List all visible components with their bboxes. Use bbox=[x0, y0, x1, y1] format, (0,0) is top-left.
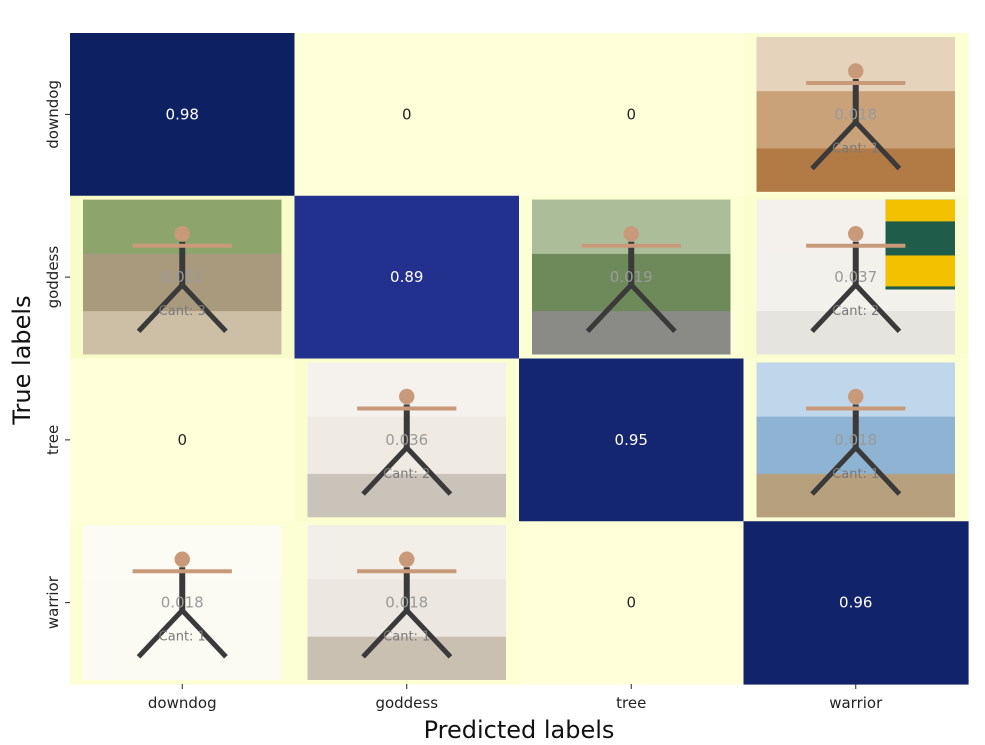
thumbnail-banner-strip bbox=[885, 255, 955, 287]
thumbnail-floor bbox=[756, 311, 955, 355]
x-tick-label: tree bbox=[616, 694, 646, 712]
thumbnail-floor bbox=[307, 473, 506, 518]
cell-value-label: 0.036 bbox=[385, 431, 428, 449]
heatmap-cell bbox=[294, 33, 520, 197]
x-tick-label: goddess bbox=[375, 694, 438, 712]
cell-value-label: 0.018 bbox=[385, 594, 428, 612]
cell-count-label: Cant: 2 bbox=[832, 304, 879, 319]
y-tick-label: downdog bbox=[44, 80, 62, 149]
heatmap-cell bbox=[70, 33, 296, 197]
x-tick-label: downdog bbox=[148, 694, 217, 712]
figure-head bbox=[848, 388, 864, 405]
y-tick-label: goddess bbox=[44, 246, 62, 309]
cell-value-label: 0.89 bbox=[390, 268, 423, 286]
figure-head bbox=[623, 226, 639, 242]
figure-leg bbox=[180, 283, 228, 334]
x-tick-label: warrior bbox=[829, 694, 883, 712]
heatmap-cell bbox=[519, 358, 745, 522]
thumbnail-floor bbox=[756, 473, 955, 518]
y-tick-label: warrior bbox=[44, 575, 62, 629]
x-tick-labels: downdog goddess tree warrior bbox=[148, 684, 883, 712]
heatmap-cell bbox=[70, 358, 296, 522]
cell-value-label: 0 bbox=[626, 594, 636, 612]
cell-value-label: 0 bbox=[626, 105, 636, 123]
figure-head bbox=[174, 551, 190, 568]
cell-count-label: Cant: 1 bbox=[832, 467, 879, 482]
tree-pose-beach-photo bbox=[756, 362, 955, 518]
y-axis-label: True labels bbox=[8, 295, 36, 425]
figure-head bbox=[848, 63, 864, 79]
cell-value-label: 0.037 bbox=[834, 268, 877, 286]
figure-leg bbox=[404, 608, 453, 659]
cell-value-label: 0.95 bbox=[615, 431, 648, 449]
heatmap-cell bbox=[743, 521, 969, 685]
cell-value-label: 0.018 bbox=[834, 431, 877, 449]
warrior-pose-studio-photo bbox=[307, 525, 506, 680]
cell-count-label: Cant: 2 bbox=[383, 467, 430, 482]
cell-value-label: 0.96 bbox=[839, 594, 872, 612]
cell-value-label: 0.019 bbox=[610, 268, 653, 286]
figure-head bbox=[174, 226, 190, 242]
figure-head bbox=[399, 388, 415, 405]
figure-leg bbox=[361, 445, 409, 496]
cell-count-label: Cant: 3 bbox=[159, 304, 206, 319]
figure-leg bbox=[585, 283, 634, 334]
cell-value-label: 0 bbox=[177, 431, 187, 449]
figure-leg bbox=[136, 283, 185, 334]
figure-leg bbox=[853, 120, 902, 171]
thumbnail-floor bbox=[756, 148, 955, 192]
thumbnail-banner-strip bbox=[885, 199, 955, 222]
figure-leg bbox=[404, 445, 453, 496]
figure-leg bbox=[810, 120, 858, 171]
thumbnail-floor bbox=[83, 636, 282, 680]
figure-leg bbox=[629, 283, 677, 334]
x-axis-label: Predicted labels bbox=[424, 716, 615, 744]
heatmap-cell bbox=[294, 195, 520, 360]
goddess-pose-tutorial-photo bbox=[756, 199, 955, 355]
y-tick-label: tree bbox=[44, 425, 62, 455]
figure-leg bbox=[853, 445, 902, 496]
tree-pose-indoor-photo bbox=[307, 362, 506, 518]
figure-leg bbox=[810, 283, 858, 334]
cell-value-label: 0.98 bbox=[166, 105, 199, 123]
figure-leg bbox=[853, 283, 902, 334]
goddess-pose-indoor-photo bbox=[532, 199, 731, 355]
figure-leg bbox=[180, 608, 228, 659]
figure-leg bbox=[361, 608, 409, 659]
cell-count-label: Cant: 1 bbox=[383, 630, 430, 645]
heatmap-cell bbox=[519, 521, 745, 685]
cell-count-label: Cant: 1 bbox=[159, 630, 206, 645]
cell-value-label: 0.018 bbox=[161, 594, 204, 612]
cell-value-label: 0.018 bbox=[834, 105, 877, 123]
figure-leg bbox=[136, 608, 185, 659]
figure-head bbox=[848, 226, 864, 242]
goddess-pose-outdoor-photo bbox=[83, 199, 282, 355]
thumbnail-floor bbox=[307, 636, 506, 680]
y-tick-labels: downdog goddess tree warrior bbox=[44, 80, 70, 629]
cell-thumbnails bbox=[83, 37, 955, 680]
cell-value-label: 0.051 bbox=[161, 268, 204, 286]
thumbnail-floor bbox=[83, 311, 282, 355]
figure-leg bbox=[810, 445, 858, 496]
cell-annotations: 0.98 0 0 0.018 Cant: 1 0.051 Cant: 3 0.89 0.019 0… bbox=[159, 105, 880, 644]
thumbnail-floor bbox=[532, 311, 731, 355]
warrior-pose-illustration bbox=[83, 525, 282, 680]
figure-head bbox=[399, 551, 415, 568]
downdog-pose-photo bbox=[756, 37, 955, 192]
heatmap-cell bbox=[519, 33, 745, 197]
cell-count-label: Cant: 1 bbox=[832, 141, 879, 156]
cell-value-label: 0 bbox=[402, 105, 412, 123]
